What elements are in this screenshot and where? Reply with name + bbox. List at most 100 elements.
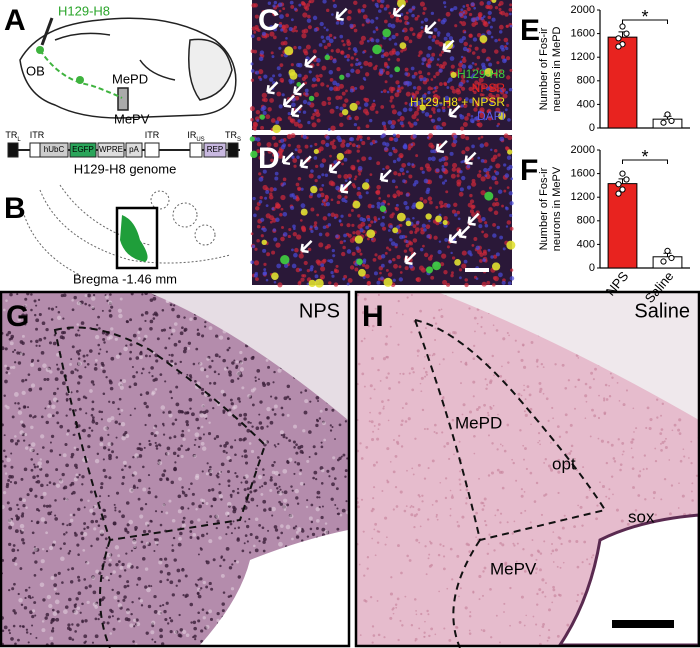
texture [263,508,267,512]
texture [138,597,141,600]
texture [92,590,97,595]
texture [384,142,390,147]
texture [21,379,25,383]
texture [151,390,156,395]
arrow [290,104,303,118]
legend-entry: H129-H8 + NPSR [410,95,505,109]
texture [481,594,485,597]
texture [427,156,432,161]
texture [525,614,528,617]
texture [189,317,193,321]
texture [450,173,456,179]
texture [471,61,475,65]
y-tick-label: 1600 [571,28,595,40]
texture [416,14,420,18]
texture [458,191,464,197]
texture [62,453,67,458]
texture [386,246,389,250]
texture [442,567,446,571]
arrow [448,230,461,244]
texture [276,536,280,540]
texture [678,418,682,422]
texture [310,229,314,234]
texture [147,529,151,533]
texture [264,196,268,200]
texture [119,565,124,570]
texture [164,563,169,568]
texture [536,549,540,553]
texture [600,439,604,443]
texture [29,340,33,343]
texture [440,308,443,311]
texture [386,194,391,198]
region-label: MePV [490,559,537,578]
texture [310,207,315,212]
genome-label: ITR [145,130,160,140]
texture [383,636,386,639]
texture [148,439,151,443]
texture [177,542,182,547]
texture [456,521,459,523]
texture [121,468,124,472]
texture [205,585,209,589]
texture [273,525,278,529]
texture [339,74,345,80]
texture [70,358,73,361]
texture [189,602,194,607]
texture [436,518,439,521]
atlas [19,184,231,276]
texture [535,558,538,561]
texture [608,384,610,387]
texture [435,71,440,76]
texture [326,469,330,473]
texture [481,65,487,70]
texture [443,36,448,41]
texture [380,134,385,139]
texture [539,568,542,572]
texture [415,220,420,225]
texture [416,349,420,353]
texture [250,49,255,54]
texture [374,253,378,257]
texture [493,72,499,77]
texture [462,403,466,407]
texture [84,302,87,306]
texture [28,444,31,447]
texture [13,481,18,485]
texture [69,362,73,366]
texture [166,571,171,576]
texture [551,543,554,545]
texture [308,456,311,459]
texture [387,120,393,125]
texture [539,634,541,637]
texture [464,278,468,282]
texture [482,249,487,254]
texture [131,365,134,369]
texture [443,81,447,86]
texture [71,638,75,641]
texture [201,446,207,451]
texture [459,276,462,280]
texture [328,33,333,38]
texture [114,420,118,424]
texture [320,263,325,268]
texture [152,317,156,320]
texture [332,139,336,143]
genome-caption: H129-H8 genome [74,161,177,176]
texture [54,499,57,502]
texture [114,545,120,550]
texture [304,389,308,392]
texture [258,172,262,176]
texture [238,413,243,418]
texture [477,81,482,86]
texture [296,502,300,505]
texture [403,81,408,86]
texture [336,527,340,531]
texture [265,114,271,120]
texture [483,142,489,147]
texture [181,326,184,330]
texture [396,212,406,222]
texture [395,505,399,508]
texture [350,63,354,67]
texture [256,239,260,243]
